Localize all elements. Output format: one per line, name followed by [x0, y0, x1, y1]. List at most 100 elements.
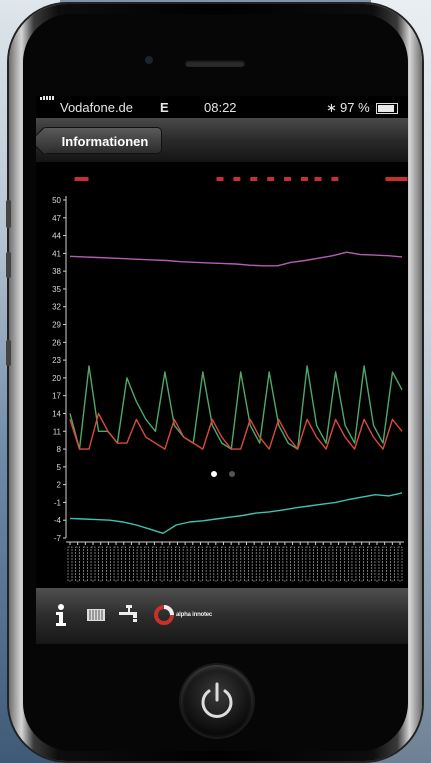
x-tick-label — [75, 546, 80, 582]
back-button-label: Informationen — [61, 134, 149, 149]
x-tick-label — [328, 546, 334, 582]
y-tick-label: -1 — [54, 498, 62, 507]
y-tick-label: 5 — [57, 463, 62, 472]
brand-logo-icon — [154, 605, 174, 625]
y-tick-label: 23 — [52, 356, 61, 365]
heater-icon — [87, 609, 105, 621]
y-tick-label: 20 — [52, 374, 61, 383]
y-tick-label: 2 — [57, 481, 62, 490]
volume-down-button — [6, 340, 11, 366]
x-tick-label — [90, 546, 96, 582]
hot-water-button[interactable] — [116, 600, 142, 630]
y-tick-label: 38 — [52, 267, 61, 276]
y-tick-label: 41 — [52, 249, 61, 258]
x-tick-label — [136, 546, 142, 582]
event-mark — [74, 177, 89, 181]
brand-logo-text: alpha innotec — [176, 612, 213, 618]
navigation-bar: Informationen — [36, 118, 408, 163]
event-mark — [300, 177, 308, 181]
x-tick-label — [382, 546, 387, 582]
y-tick-label: 17 — [52, 392, 61, 401]
y-tick-label: 50 — [52, 196, 61, 205]
x-tick-label — [121, 546, 127, 582]
battery-icon — [376, 103, 398, 114]
mute-switch — [6, 200, 11, 228]
heating-button[interactable] — [84, 600, 108, 630]
event-mark — [284, 177, 292, 181]
x-tick-label — [113, 546, 119, 582]
x-tick-label — [159, 546, 165, 582]
event-mark — [267, 177, 275, 181]
x-tick-label — [106, 546, 111, 582]
x-tick-label — [198, 546, 203, 582]
x-tick-label — [236, 546, 242, 582]
x-tick-label — [343, 546, 349, 582]
x-tick-label — [397, 546, 403, 582]
series-line-1 — [69, 365, 403, 450]
info-button[interactable] — [50, 600, 72, 630]
status-time: 08:22 — [204, 100, 237, 115]
y-tick-label: 47 — [52, 214, 61, 223]
x-tick-label — [83, 546, 88, 582]
x-tick-label — [274, 546, 280, 582]
y-tick-label: -7 — [54, 534, 62, 543]
temperature-chart[interactable]: 50 47 44 41 38 35 32 29 26 23 20 17 14 11 8 5 2 -1 -4 -7 — [36, 162, 408, 587]
x-tick-label — [221, 546, 226, 582]
x-tick-label — [205, 546, 211, 582]
x-tick-label — [351, 546, 357, 582]
earpiece-speaker — [185, 60, 245, 67]
y-tick-label: 32 — [52, 303, 61, 312]
event-mark — [385, 177, 408, 181]
status-bar: Vodafone.de E 08:22 ∗ 97 % — [36, 96, 408, 118]
y-tick-label: 14 — [52, 409, 61, 418]
x-tick-label — [152, 546, 157, 582]
x-tick-label — [374, 546, 380, 582]
series-line-3 — [69, 492, 403, 534]
event-mark — [233, 177, 241, 181]
x-tick-label — [313, 546, 318, 582]
x-tick-label — [144, 546, 150, 582]
battery-percent: 97 % — [340, 100, 370, 115]
event-mark — [216, 177, 224, 181]
x-tick-label — [244, 546, 249, 582]
x-tick-label — [290, 546, 295, 582]
x-tick-label — [367, 546, 372, 582]
water-tap-icon — [119, 605, 137, 622]
y-tick-label: 44 — [52, 232, 61, 241]
x-tick-label — [390, 546, 395, 582]
x-tick-label — [336, 546, 341, 582]
x-tick-label — [129, 546, 134, 582]
page-dot — [211, 471, 217, 477]
x-tick-label — [98, 546, 103, 582]
screen: Vodafone.de E 08:22 ∗ 97 % Informationen… — [36, 96, 408, 644]
y-tick-label: -4 — [54, 516, 62, 525]
home-button[interactable] — [181, 665, 253, 737]
x-tick-label — [228, 546, 234, 582]
x-tick-label — [305, 546, 311, 582]
page-dot — [229, 471, 235, 477]
event-mark — [250, 177, 258, 181]
x-tick-label — [320, 546, 326, 582]
series-line-0 — [69, 251, 403, 267]
x-tick-label — [282, 546, 288, 582]
x-tick-label — [251, 546, 257, 582]
x-tick-label — [259, 546, 265, 582]
y-tick-label: 29 — [52, 321, 61, 330]
x-tick-label — [67, 546, 73, 582]
x-tick-label — [359, 546, 364, 582]
y-tick-label: 35 — [52, 285, 61, 294]
x-tick-label — [167, 546, 173, 582]
event-mark — [331, 177, 339, 181]
network-type: E — [160, 100, 169, 115]
brand-logo[interactable]: alpha innotec — [154, 600, 254, 630]
bottom-toolbar: alpha innotec — [36, 588, 408, 644]
y-tick-label: 11 — [53, 427, 62, 436]
info-icon — [56, 604, 66, 626]
power-icon — [201, 682, 233, 718]
back-button[interactable]: Informationen — [42, 127, 162, 154]
series-line-2 — [69, 412, 403, 450]
y-tick-label: 26 — [52, 338, 61, 347]
x-tick-label — [175, 546, 180, 582]
event-mark — [314, 177, 322, 181]
volume-up-button — [6, 252, 11, 278]
